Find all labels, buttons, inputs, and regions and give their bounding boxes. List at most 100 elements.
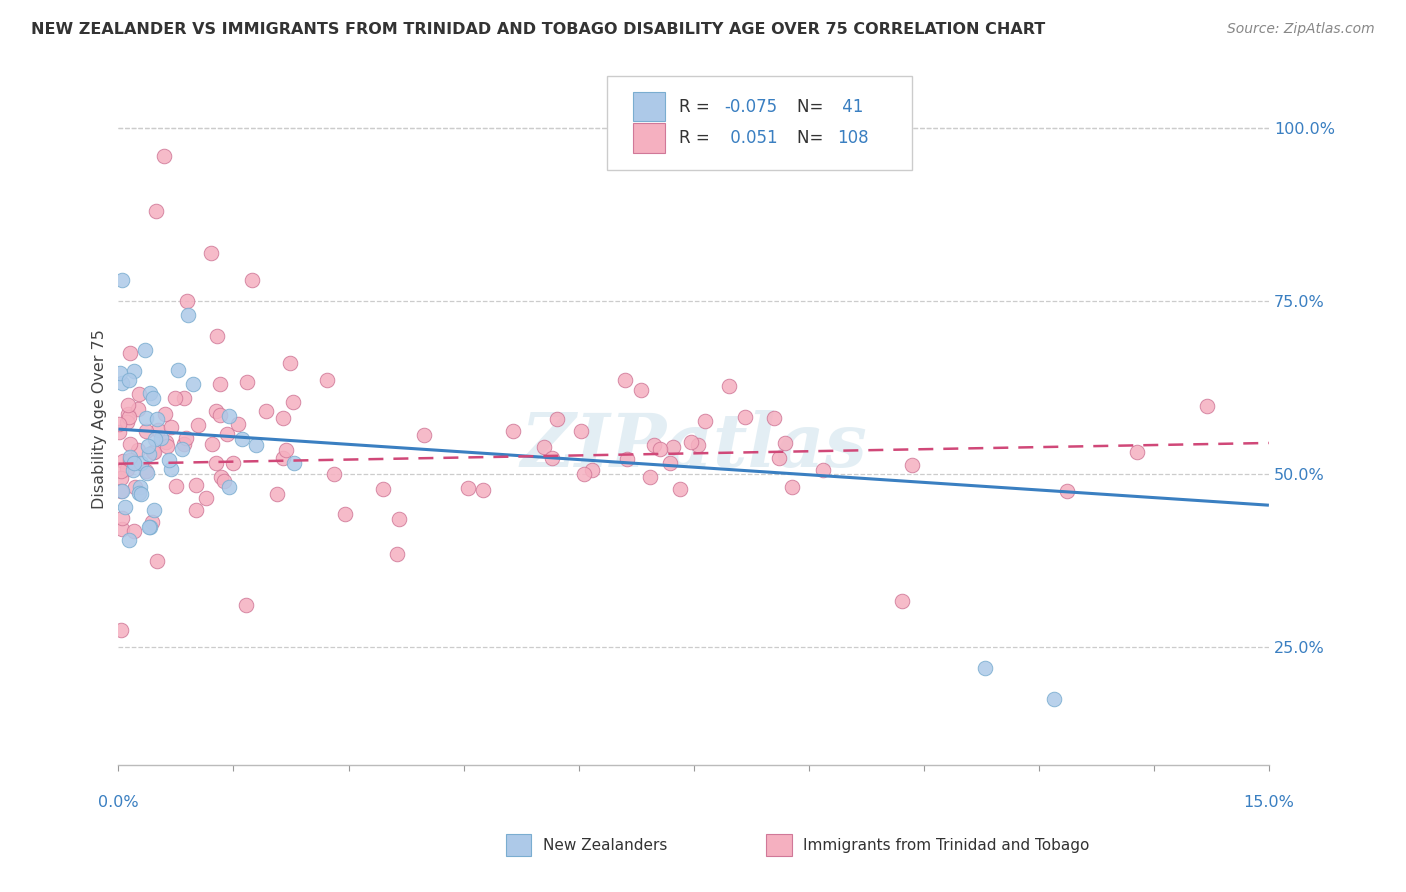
Point — [128, 486, 150, 500]
Point — [118, 437, 141, 451]
Point — [111, 483, 134, 498]
Point — [163, 391, 186, 405]
Point — [569, 424, 592, 438]
Point — [176, 294, 198, 309]
Point — [546, 412, 568, 426]
Text: R =: R = — [679, 98, 714, 116]
Point — [659, 456, 682, 470]
Point — [138, 519, 160, 533]
Text: New Zealanders: New Zealanders — [543, 838, 666, 853]
Text: Source: ZipAtlas.com: Source: ZipAtlas.com — [1227, 22, 1375, 37]
Point — [139, 520, 162, 534]
Point — [117, 398, 139, 412]
Text: Immigrants from Trinidad and Tobago: Immigrants from Trinidad and Tobago — [803, 838, 1090, 853]
Point — [118, 533, 141, 548]
Point — [208, 377, 231, 392]
Point — [136, 439, 159, 453]
Point — [115, 416, 138, 430]
Point — [110, 484, 132, 499]
Point — [142, 444, 165, 458]
Point — [322, 467, 344, 481]
Point — [974, 661, 997, 675]
Point — [136, 466, 159, 480]
Point — [128, 387, 150, 401]
Point — [218, 480, 240, 494]
Point — [160, 420, 183, 434]
Point — [616, 452, 638, 467]
Point — [1126, 445, 1149, 459]
Point — [266, 487, 288, 501]
Text: 0.051: 0.051 — [724, 129, 778, 147]
Point — [541, 450, 564, 465]
Text: NEW ZEALANDER VS IMMIGRANTS FROM TRINIDAD AND TOBAGO DISABILITY AGE OVER 75 CORR: NEW ZEALANDER VS IMMIGRANTS FROM TRINIDA… — [31, 22, 1045, 37]
Point — [208, 409, 231, 423]
Point — [333, 507, 356, 521]
Point — [1056, 483, 1078, 498]
Point — [218, 409, 240, 424]
Point — [215, 426, 238, 441]
Point — [118, 409, 141, 424]
Point — [780, 481, 803, 495]
Point — [236, 376, 259, 390]
Point — [110, 471, 132, 485]
Point — [186, 478, 208, 492]
Point — [638, 469, 661, 483]
Point — [173, 437, 195, 451]
Point — [124, 480, 146, 494]
Point — [110, 623, 132, 637]
Text: N=: N= — [797, 129, 828, 147]
Point — [122, 456, 145, 470]
Point — [184, 502, 207, 516]
Point — [502, 424, 524, 438]
Point — [138, 447, 160, 461]
Point — [811, 463, 834, 477]
Point — [890, 594, 912, 608]
Point — [156, 439, 179, 453]
Point — [153, 408, 176, 422]
Point — [139, 386, 162, 401]
Text: -0.075: -0.075 — [724, 98, 778, 116]
Point — [207, 328, 229, 343]
Point — [115, 462, 138, 476]
Point — [145, 554, 167, 568]
Point — [669, 482, 692, 496]
Point — [111, 273, 134, 287]
Point — [129, 456, 152, 470]
Point — [118, 345, 141, 359]
Point — [110, 376, 132, 391]
Point — [149, 431, 172, 445]
Point — [120, 450, 142, 464]
Point — [775, 436, 797, 450]
Point — [177, 308, 200, 322]
Point — [643, 437, 665, 451]
Point — [734, 409, 756, 424]
Point — [155, 434, 177, 449]
Text: R =: R = — [679, 129, 714, 147]
Point — [254, 404, 277, 418]
Point — [201, 437, 224, 451]
Point — [146, 423, 169, 437]
Point — [143, 432, 166, 446]
Point — [127, 443, 149, 458]
Point — [146, 411, 169, 425]
Point — [135, 464, 157, 478]
Point — [281, 395, 304, 409]
Point — [145, 204, 167, 219]
Point — [121, 454, 143, 468]
Point — [117, 407, 139, 421]
Point — [110, 464, 132, 478]
Point — [278, 356, 301, 370]
Point — [245, 438, 267, 452]
Text: 108: 108 — [838, 129, 869, 147]
Point — [581, 463, 603, 477]
Point — [413, 428, 436, 442]
Point — [205, 404, 228, 418]
Point — [131, 487, 153, 501]
Bar — [633, 93, 665, 121]
Point — [195, 491, 218, 505]
Point — [159, 462, 181, 476]
Point — [533, 440, 555, 454]
Point — [222, 456, 245, 470]
Point — [457, 481, 479, 495]
Point — [128, 480, 150, 494]
